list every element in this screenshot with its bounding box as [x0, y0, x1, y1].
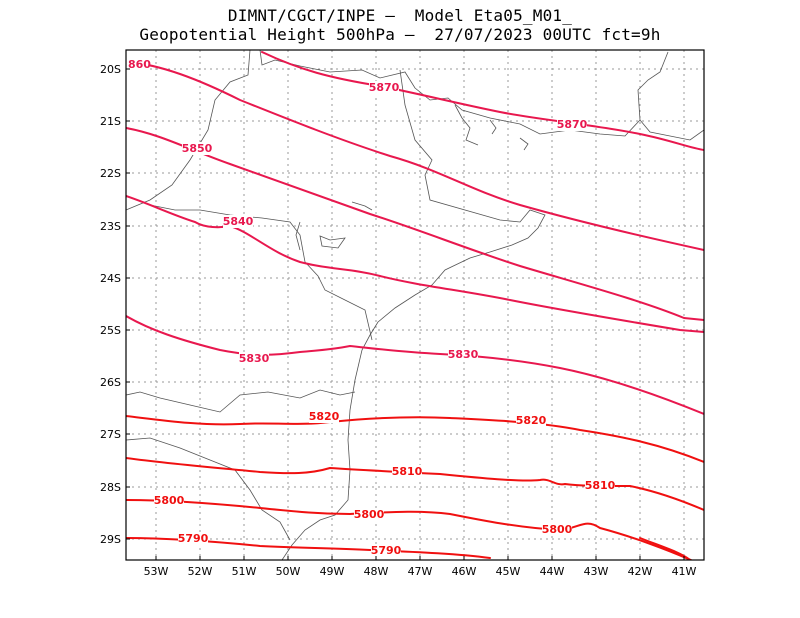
contour-5870 — [261, 51, 704, 151]
grid — [126, 50, 704, 560]
plot-frame — [125, 49, 705, 561]
lat-label-23s: 23S — [100, 220, 121, 233]
contour-5840 — [126, 195, 704, 333]
lon-axis — [155, 556, 685, 560]
lon-label-41w: 41W — [672, 565, 697, 578]
lat-label-25s: 25S — [100, 324, 121, 337]
contour-label-5810-a: 5810 — [392, 465, 423, 478]
contour-label-5800-a: 5800 — [154, 494, 185, 507]
coastline-borders — [126, 50, 704, 560]
lon-labels: 53W 52W 51W 50W 49W 48W 47W 46W 45W 44W … — [144, 565, 697, 578]
lat-label-22s: 22S — [100, 167, 121, 180]
contour-5850 — [126, 127, 704, 321]
contour-label-5850: 5850 — [182, 142, 213, 155]
lon-label-52w: 52W — [188, 565, 213, 578]
contour-5800 — [126, 499, 694, 560]
contour-label-5870-b: 5870 — [557, 118, 588, 131]
map-title-line2: Geopotential Height 500hPa – 27/07/2023 … — [139, 25, 661, 44]
contour-label-5820-b: 5820 — [516, 414, 547, 427]
contour-labels: 5870 5870 860 5850 5840 5830 5830 5820 5… — [126, 58, 616, 557]
lat-label-29s: 29S — [100, 533, 121, 546]
lon-label-42w: 42W — [628, 565, 653, 578]
contour-5790-segment — [639, 537, 691, 560]
contour-label-5790-b: 5790 — [371, 544, 402, 557]
contour-label-5790-a: 5790 — [178, 532, 209, 545]
lon-label-50w: 50W — [276, 565, 301, 578]
lon-label-43w: 43W — [584, 565, 609, 578]
lat-label-28s: 28S — [100, 481, 121, 494]
lon-label-48w: 48W — [364, 565, 389, 578]
lat-label-20s: 20S — [100, 63, 121, 76]
lat-labels: 20S 21S 22S 23S 24S 25S 26S 27S 28S 29S — [100, 63, 121, 546]
contour-label-5810-b: 5810 — [585, 479, 616, 492]
lat-label-26s: 26S — [100, 376, 121, 389]
lat-label-27s: 27S — [100, 428, 121, 441]
lon-label-44w: 44W — [540, 565, 565, 578]
contour-label-5870-a: 5870 — [369, 81, 400, 94]
contour-label-5800-b: 5800 — [354, 508, 385, 521]
contour-label-5820-a: 5820 — [309, 410, 340, 423]
contour-label-5840: 5840 — [223, 215, 254, 228]
lat-label-21s: 21S — [100, 115, 121, 128]
lon-label-45w: 45W — [496, 565, 521, 578]
lat-axis — [126, 68, 130, 540]
contour-label-5830-a: 5830 — [239, 352, 270, 365]
contour-5820 — [126, 415, 704, 463]
lon-label-46w: 46W — [452, 565, 477, 578]
contour-label-5800-c: 5800 — [542, 523, 573, 536]
contour-5830 — [126, 315, 704, 415]
lon-label-49w: 49W — [320, 565, 345, 578]
contour-label-5830-b: 5830 — [448, 348, 479, 361]
lon-label-47w: 47W — [408, 565, 433, 578]
contour-label-5860: 860 — [128, 58, 151, 71]
lon-label-51w: 51W — [232, 565, 257, 578]
lon-label-53w: 53W — [144, 565, 169, 578]
contour-5860 — [126, 61, 704, 251]
map-title-line1: DIMNT/CGCT/INPE – Model Eta05_M01_ — [227, 6, 573, 25]
lat-label-24s: 24S — [100, 272, 121, 285]
